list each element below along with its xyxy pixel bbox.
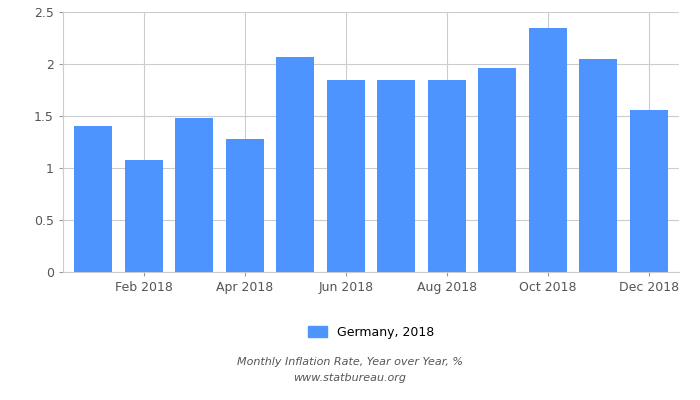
Bar (74, 126, 112, 272)
Bar (276, 57, 314, 272)
Text: Monthly Inflation Rate, Year over Year, %: Monthly Inflation Rate, Year over Year, … (237, 357, 463, 367)
Bar (226, 139, 264, 272)
Bar (528, 28, 567, 272)
Bar (377, 80, 415, 272)
Bar (428, 80, 466, 272)
Bar (630, 110, 668, 272)
Text: www.statbureau.org: www.statbureau.org (293, 373, 407, 383)
Bar (175, 118, 214, 272)
Bar (125, 160, 162, 272)
Bar (580, 59, 617, 272)
Bar (478, 68, 516, 272)
Bar (327, 80, 365, 272)
Legend: Germany, 2018: Germany, 2018 (303, 321, 439, 344)
